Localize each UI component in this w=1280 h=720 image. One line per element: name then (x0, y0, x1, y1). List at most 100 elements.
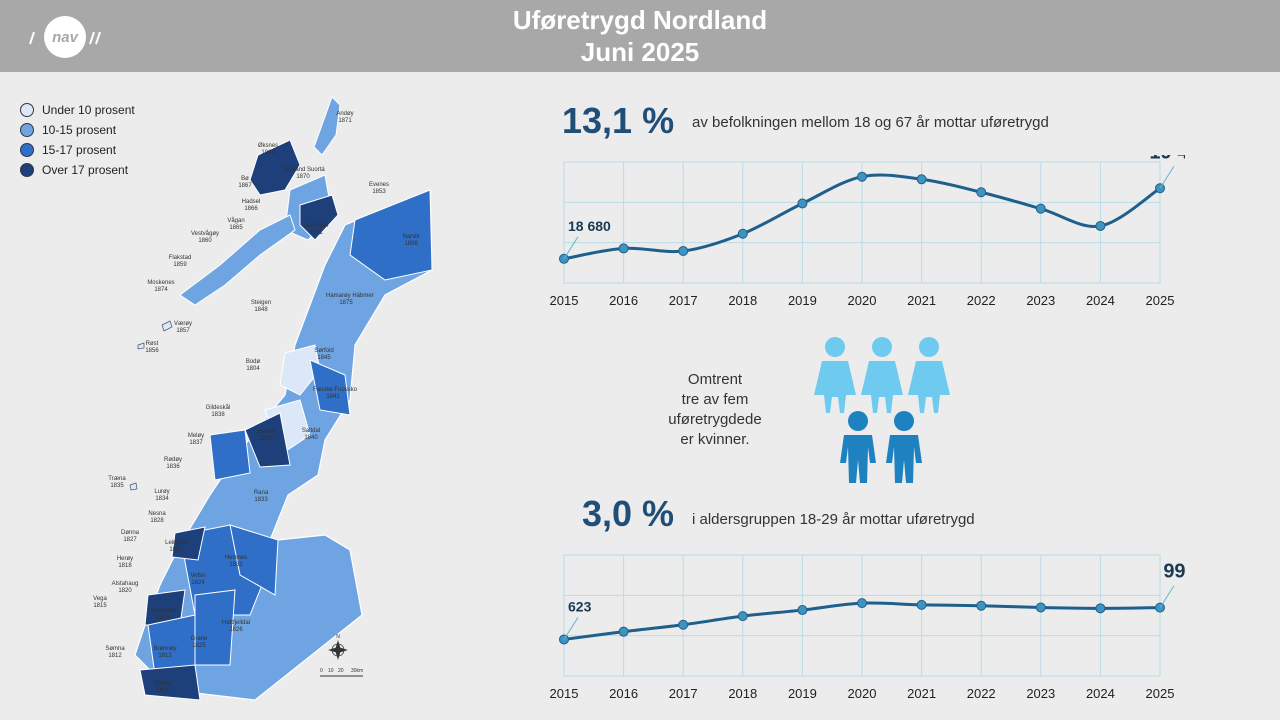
municipality-code: 1816 (156, 615, 170, 621)
municipality-name: Hamarøy Hábmer (326, 293, 374, 299)
callout-line (563, 617, 579, 640)
municipality-name: Vestvågøy (190, 231, 219, 237)
x-tick-label: 2024 (1086, 293, 1115, 308)
municipality-name: Sørfold (314, 348, 334, 354)
municipality-code: 1851 (309, 230, 323, 236)
municipality-label: Bø 1867 (225, 176, 265, 190)
municipality-label: Nesna 1828 (137, 511, 177, 525)
data-point (1155, 183, 1165, 194)
municipality-name: Øksnes (257, 143, 279, 149)
man-icon (840, 411, 876, 483)
x-tick-label: 2021 (907, 686, 936, 701)
title-line-1: Uføretrygd Nordland (512, 5, 768, 35)
municipality-label: Dønna 1827 (110, 530, 150, 544)
municipality-label: Alstahaug 1820 (105, 581, 145, 595)
municipality-name: Vega (93, 596, 107, 602)
municipality-name: Bindal (154, 681, 172, 687)
municipality-code: 1837 (189, 440, 203, 446)
municipality-label: Flakstad 1859 (160, 255, 200, 269)
municipality-code: 1836 (166, 464, 180, 470)
map-island-oksnes (249, 139, 301, 196)
municipality-name: Narvik (402, 234, 420, 240)
municipality-code: 1860 (198, 238, 212, 244)
municipality-code: 1856 (145, 348, 159, 354)
municipality-name: Vevelstad (149, 608, 177, 614)
municipality-label: Saltdal 1840 (291, 428, 331, 442)
municipality-label: Bindal 1811 (143, 681, 183, 695)
municipality-code: 1811 (156, 688, 170, 694)
municipality-code: 1822 (169, 547, 183, 553)
municipality-code: 1834 (155, 496, 169, 502)
municipality-name: Røst (145, 341, 159, 347)
municipality-code: 1875 (339, 300, 353, 306)
municipality-code: 1835 (110, 483, 124, 489)
scale-label: 0 (320, 668, 323, 674)
data-point (737, 611, 748, 622)
man-icon (886, 411, 922, 483)
map-region-beiarn (244, 412, 291, 468)
municipality-label: Vågan 1865 (216, 218, 256, 232)
municipality-label: Andøy 1871 (325, 111, 365, 125)
map-island-andoy (313, 96, 341, 156)
municipality-code: 1828 (150, 518, 164, 524)
map-region-narvik (349, 189, 433, 281)
map-scale-and-compass: N 0 10 20 30km (320, 634, 363, 677)
women-text-line: uføretrygdede (668, 411, 762, 428)
municipality-label: Grane 1825 (179, 636, 219, 650)
municipality-label: Gildeskål 1838 (198, 405, 238, 419)
municipality-name: Hadsel (241, 199, 261, 205)
municipality-name: Rana (253, 490, 269, 496)
municipality-code: 1874 (154, 287, 168, 293)
legend-swatch (20, 163, 34, 177)
municipality-name: Herøy (116, 556, 134, 562)
data-point (916, 174, 927, 185)
municipality-label: Herøy 1818 (105, 556, 145, 570)
x-tick-label: 2020 (848, 293, 877, 308)
x-tick-label: 2016 (609, 293, 638, 308)
woman-icon (861, 337, 903, 413)
x-tick-label: 2017 (669, 686, 698, 701)
nav-logo: nav (29, 16, 101, 58)
x-tick-label: 2020 (848, 686, 877, 701)
municipality-label: Brønnøy 1813 (145, 646, 185, 660)
municipality-label: Beiarn 1839 (246, 429, 286, 443)
data-point (1155, 602, 1165, 613)
municipality-label: Hemnes 1832 (216, 555, 256, 569)
data-point (857, 598, 867, 609)
women-text-line: Omtrent (687, 371, 743, 388)
header-bar: nav Uføretrygd Nordland Juni 2025 (0, 0, 1280, 72)
municipality-name: Dønna (120, 530, 139, 536)
first-value-label: 18 680 (568, 218, 611, 234)
municipality-code: 1806 (404, 241, 418, 247)
municipality-label: Hamarøy Hábmer 1875 (326, 293, 374, 307)
map-region-bindal (139, 664, 201, 701)
municipality-label: Evenes 1853 (359, 182, 399, 196)
municipality-name: Steigen (250, 300, 272, 306)
data-point (857, 171, 867, 182)
legend-item: 15-17 prosent (20, 140, 135, 160)
callout-line (1159, 166, 1175, 189)
municipality-code: 1840 (304, 435, 318, 441)
municipality-code: 1857 (176, 328, 190, 334)
x-tick-label: 2018 (728, 293, 757, 308)
callout-line (1159, 585, 1175, 608)
municipality-code: 1804 (246, 366, 260, 372)
municipality-code: 1813 (158, 653, 172, 659)
municipality-label: Fauske Fuossko 1841 (313, 387, 357, 401)
women-share-text: Omtrent tre av fem uføretrygdede er kvin… (640, 370, 790, 450)
stat2-text: i aldersgruppen 18-29 år mottar uføretry… (692, 511, 975, 528)
municipality-label: Røst 1856 (132, 341, 172, 355)
municipality-code: 1818 (118, 563, 132, 569)
municipality-code: 1833 (254, 497, 268, 503)
map-island-traena (129, 482, 138, 491)
municipality-name: Beiarn (257, 429, 275, 435)
data-point (797, 605, 808, 616)
municipality-label: Træna 1835 (97, 476, 137, 490)
municipality-label: Sortland Suortá 1870 (283, 167, 325, 181)
municipality-code: 1820 (118, 588, 132, 594)
woman-icon (908, 337, 950, 413)
nordland-map (129, 96, 433, 701)
chart-grid (563, 161, 1161, 284)
municipality-label: Bodø 1804 (233, 359, 273, 373)
data-point (916, 599, 927, 610)
